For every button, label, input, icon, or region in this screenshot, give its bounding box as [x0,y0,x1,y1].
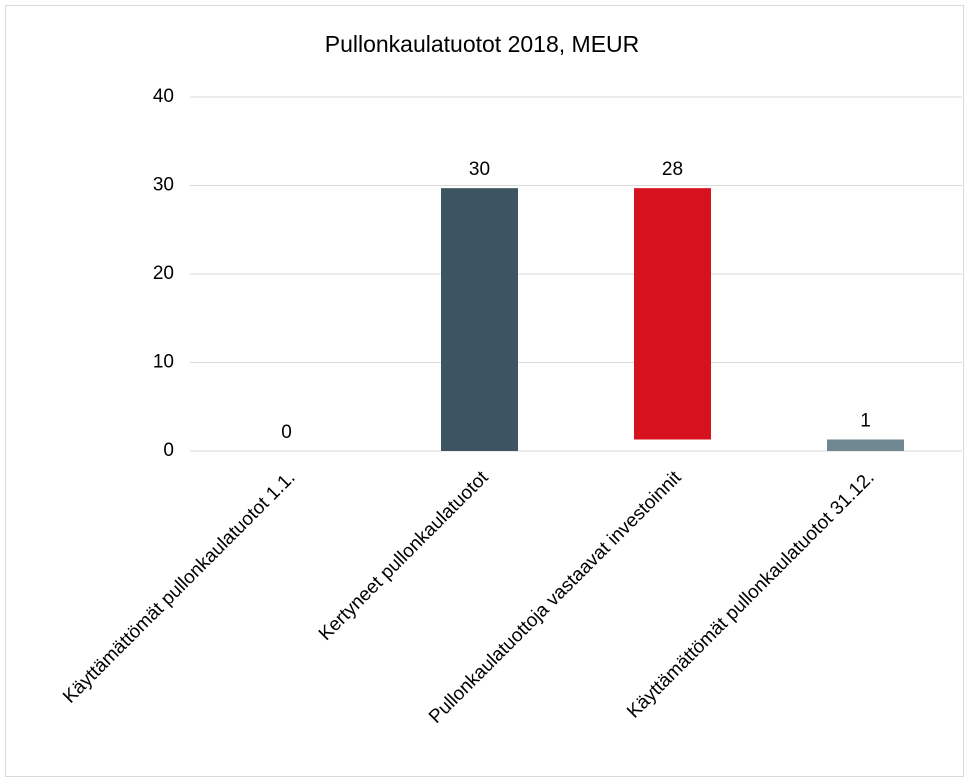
y-tick-label: 10 [153,352,174,373]
y-tick-label: 0 [163,440,174,461]
bar [827,439,904,451]
y-tick-label: 40 [153,86,174,107]
bar [634,188,711,440]
data-label: 28 [662,159,683,180]
chart-title: Pullonkaulatuotot 2018, MEUR [325,31,640,57]
bar [441,188,518,451]
data-label: 0 [281,422,292,443]
y-tick-label: 20 [153,263,174,284]
y-tick-label: 30 [153,175,174,196]
data-label: 1 [860,411,871,432]
data-label: 30 [469,159,490,180]
